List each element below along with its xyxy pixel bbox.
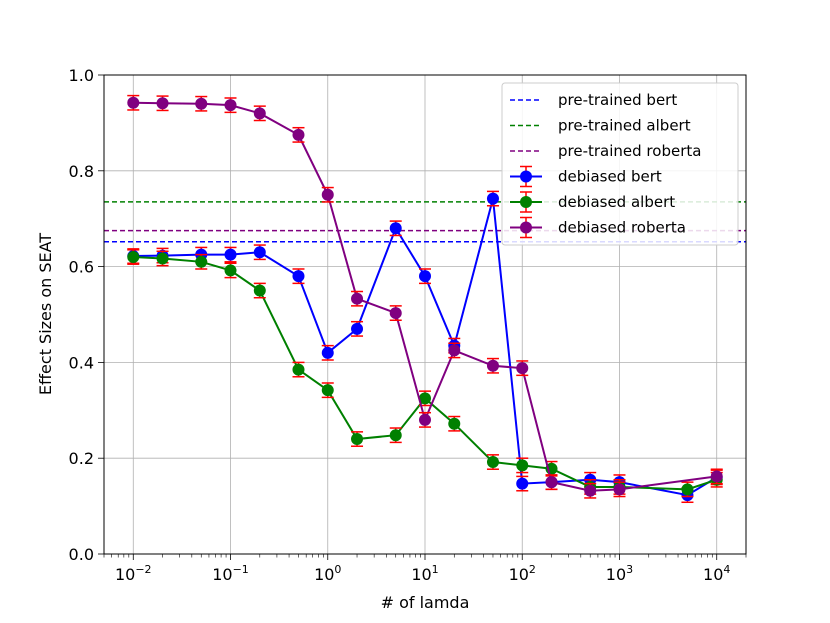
data-point (419, 413, 431, 426)
x-tick-exponent: 4 (723, 563, 730, 576)
y-axis-label: Effect Sizes on SEAT (36, 233, 55, 395)
data-point (516, 477, 529, 490)
data-point (321, 384, 334, 397)
y-tick-label: 0.6 (69, 258, 94, 277)
data-point (389, 222, 402, 235)
data-point (253, 284, 266, 297)
x-tick-exponent: 1 (432, 563, 439, 576)
data-point (195, 97, 208, 110)
data-point (224, 248, 237, 261)
data-point (613, 483, 626, 496)
x-tick-base: 10 (314, 565, 334, 584)
legend-label: debiased roberta (558, 219, 686, 237)
x-tick-base: 10 (703, 565, 723, 584)
x-tick-exponent: 3 (626, 563, 633, 576)
data-point (545, 476, 558, 489)
data-point (516, 459, 529, 472)
data-point (681, 483, 694, 496)
series-3 (127, 94, 723, 499)
data-point (351, 433, 364, 446)
data-point (321, 346, 334, 359)
x-axis-label: # of lamda (381, 593, 470, 612)
data-point (710, 470, 723, 483)
x-tick-exponent: 2 (529, 563, 536, 576)
x-tick-base: 10 (115, 565, 135, 584)
x-tick-base: 10 (509, 565, 529, 584)
series-layer (127, 94, 723, 504)
data-point (486, 192, 499, 205)
y-tick-label: 0.8 (69, 162, 94, 181)
x-tick-label: 10−1 (212, 563, 249, 584)
legend-box (501, 82, 739, 246)
data-point (516, 362, 529, 375)
x-tick-label: 104 (703, 563, 730, 584)
data-point (584, 484, 597, 497)
legend-swatch-marker (520, 221, 532, 234)
x-tick-base: 10 (606, 565, 626, 584)
data-point (486, 359, 499, 372)
data-point (127, 96, 140, 109)
legend-label: debiased albert (558, 193, 675, 211)
y-tick-label: 0.0 (69, 545, 94, 564)
reference-lines (104, 201, 746, 243)
data-point (156, 97, 169, 110)
data-point (195, 255, 208, 268)
data-point (292, 363, 305, 376)
data-point (419, 270, 431, 283)
x-tick-label: 102 (509, 563, 536, 584)
x-tick-label: 10−2 (115, 563, 152, 584)
x-tick-label: 101 (411, 563, 438, 584)
x-tick-label: 103 (606, 563, 633, 584)
y-tick-label: 0.2 (69, 449, 94, 468)
x-tick-label: 100 (314, 563, 341, 584)
legend-label: debiased bert (558, 168, 662, 186)
y-tick-label: 0.4 (69, 353, 94, 372)
data-point (224, 264, 237, 277)
series-2 (127, 249, 723, 498)
x-axis: 10−2 10−1 100 101 102 103 104 (103, 554, 747, 584)
x-tick-exponent: 0 (334, 563, 341, 576)
data-point (292, 128, 305, 141)
data-point (321, 188, 334, 201)
data-point (389, 307, 402, 320)
legend: pre-trained bert pre-trained albert pre-tr… (501, 82, 739, 246)
data-point (486, 456, 499, 469)
data-point (156, 252, 169, 265)
legend-swatch-marker (520, 196, 532, 208)
x-tick-exponent: −2 (135, 563, 151, 576)
x-tick-exponent: −1 (233, 563, 249, 576)
data-point (292, 270, 305, 283)
legend-label: pre-trained bert (558, 91, 677, 109)
legend-label: pre-trained roberta (558, 142, 701, 160)
x-tick-base: 10 (411, 565, 431, 584)
data-point (224, 99, 237, 112)
data-point (419, 392, 431, 405)
data-point (448, 417, 461, 430)
data-point (448, 344, 461, 357)
data-point (253, 246, 266, 259)
y-tick-label: 1.0 (69, 66, 94, 85)
y-axis: 0.0 0.2 0.4 0.6 0.8 1.0 (69, 66, 104, 564)
x-tick-base: 10 (212, 565, 232, 584)
data-point (389, 429, 402, 442)
data-point (351, 292, 364, 305)
legend-label: pre-trained albert (558, 117, 691, 135)
data-point (253, 107, 266, 120)
legend-swatch-marker (520, 170, 532, 183)
data-point (127, 251, 140, 264)
data-point (351, 322, 364, 335)
